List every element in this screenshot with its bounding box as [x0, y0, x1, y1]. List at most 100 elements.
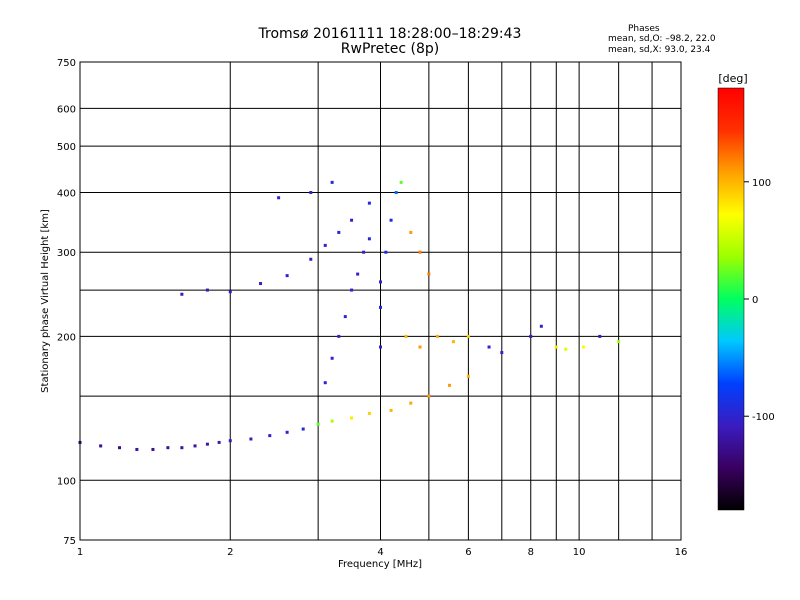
data-point [435, 334, 439, 338]
data-point [409, 230, 413, 234]
data-point [581, 345, 585, 349]
data-point [99, 444, 103, 448]
plot-frame [79, 61, 682, 541]
y-tick-label: 400 [57, 188, 76, 199]
colorbar-tick-label: 100 [752, 178, 771, 189]
x-tick-label: 16 [675, 547, 688, 558]
x-tick-label: 4 [377, 547, 383, 558]
colorbar-tick-label: 0 [752, 295, 758, 306]
data-point [379, 305, 382, 309]
data-point [330, 419, 334, 423]
data-point [617, 340, 621, 344]
stats-x-mode: mean, sd,X: 93.0, 23.4 [608, 45, 711, 55]
data-point [135, 447, 139, 451]
stats-heading: Phases [628, 24, 660, 34]
data-point [427, 394, 431, 398]
colorbar-tick-label: -100 [752, 412, 775, 423]
data-point [399, 180, 403, 184]
data-point [343, 315, 347, 319]
data-point [448, 383, 452, 387]
data-point [337, 334, 341, 338]
data-point [487, 345, 491, 349]
chart-title: Tromsø 20161111 18:28:00–18:29:43 [258, 26, 522, 42]
data-point [466, 374, 470, 378]
data-point [217, 440, 221, 444]
data-point [389, 218, 393, 222]
tick-labels: 1 2 4 6 8 10 16 75 100 200 300 400 500 600 750 [57, 58, 687, 558]
data-point [228, 290, 232, 294]
data-point [166, 446, 170, 450]
stats-o-mode: mean, sd,O: –98.2, 22.0 [608, 34, 716, 44]
y-tick-label: 750 [57, 58, 76, 69]
data-point [554, 345, 558, 349]
data-point [394, 190, 398, 194]
data-point [362, 250, 366, 254]
data-point [367, 237, 371, 241]
y-tick-label: 600 [57, 104, 76, 115]
data-point [323, 381, 327, 385]
data-point [301, 427, 305, 431]
data-point [598, 334, 602, 338]
data-point [529, 334, 533, 338]
data-points-layer [78, 180, 621, 451]
data-point [285, 430, 289, 434]
data-point [309, 257, 313, 261]
data-point [418, 345, 422, 349]
data-point [350, 416, 354, 420]
data-point [389, 408, 393, 412]
data-point [337, 230, 341, 234]
x-tick-label: 10 [573, 547, 586, 558]
data-point [180, 446, 184, 450]
data-point [418, 250, 422, 254]
data-point [205, 288, 209, 292]
colorbar-scale [717, 87, 745, 511]
x-axis-label: Frequency [MHz] [338, 559, 422, 570]
data-point [466, 334, 470, 338]
data-point [367, 411, 371, 415]
y-tick-label: 100 [57, 476, 76, 487]
chart-subtitle: RwPretec (8p) [340, 41, 440, 57]
x-tick-label: 1 [77, 547, 83, 558]
data-point [409, 401, 413, 405]
y-tick-label: 500 [57, 142, 76, 153]
y-tick-label: 200 [57, 332, 76, 343]
data-point [330, 180, 334, 184]
data-point [404, 334, 408, 338]
data-point [118, 446, 122, 450]
x-tick-label: 6 [465, 547, 471, 558]
data-point [268, 434, 272, 438]
data-point [384, 250, 388, 254]
y-tick-label: 300 [57, 248, 76, 259]
data-point [323, 243, 327, 247]
y-axis-label: Stationary phase Virtual Height [km] [40, 209, 51, 393]
data-point [316, 422, 320, 426]
data-point [193, 444, 197, 448]
colorbar-label: [deg] [718, 72, 747, 85]
data-point [564, 347, 568, 351]
data-point [309, 190, 313, 194]
x-tick-label: 8 [528, 547, 534, 558]
data-point [180, 292, 184, 296]
data-point [367, 201, 371, 205]
data-point [451, 340, 455, 344]
colorbar: [deg] -100 0 100 [717, 72, 775, 511]
data-point [350, 288, 354, 292]
data-point [228, 439, 232, 443]
data-point [151, 447, 155, 451]
x-tick-label: 2 [227, 547, 233, 558]
data-point [427, 272, 431, 276]
data-point [500, 351, 504, 355]
y-tick-label: 75 [63, 536, 76, 547]
data-point [350, 218, 354, 222]
data-point [356, 272, 360, 276]
data-point [330, 356, 334, 360]
data-point [205, 442, 209, 446]
grid-layer [80, 62, 681, 540]
data-point [379, 345, 382, 349]
data-point [379, 280, 382, 284]
data-point [539, 324, 543, 328]
data-point [249, 437, 253, 441]
data-point [259, 282, 263, 286]
data-point [277, 196, 281, 200]
